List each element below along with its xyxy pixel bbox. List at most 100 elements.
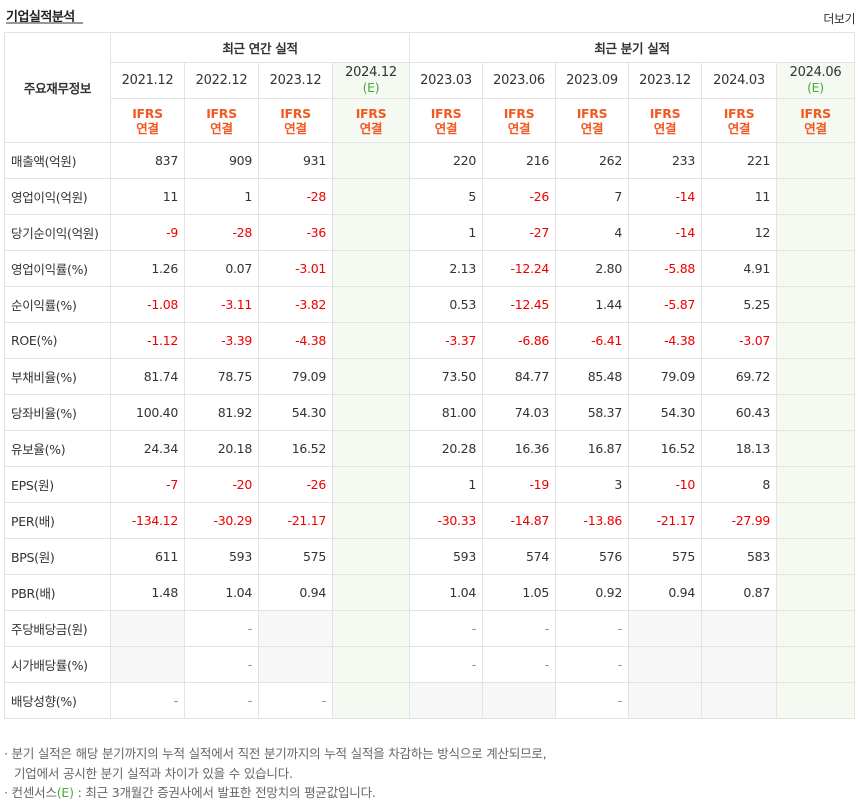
table-cell — [409, 682, 483, 719]
table-cell: 4.91 — [701, 250, 777, 287]
table-row: 유보율(%) 24.34 20.18 16.52 20.28 16.36 16.87 16.5… — [4, 430, 855, 467]
period-label: 2023.12 — [269, 73, 322, 88]
table-cell: 3 — [555, 466, 629, 503]
table-cell: -12.24 — [482, 250, 556, 287]
table-cell — [776, 394, 855, 431]
table-cell: -9 — [110, 214, 185, 251]
ifrs-header: IFRS 연결 — [628, 98, 702, 143]
period-header: 2023.06 — [482, 62, 556, 99]
table-cell: -30.33 — [409, 502, 483, 539]
table-cell — [776, 574, 855, 611]
period-header: 2024.12 (E) — [332, 62, 410, 99]
table-cell: 575 — [258, 538, 333, 575]
table-cell: 611 — [110, 538, 185, 575]
table-cell: 1.48 — [110, 574, 185, 611]
table-cell: 16.52 — [628, 430, 702, 467]
period-header: 2023.09 — [555, 62, 629, 99]
table-cell: 220 — [409, 142, 483, 179]
table-cell: -5.88 — [628, 250, 702, 287]
table-cell — [110, 646, 185, 683]
table-cell — [258, 646, 333, 683]
table-cell: 233 — [628, 142, 702, 179]
row-label: ROE(%) — [4, 322, 111, 359]
period-label: 2022.12 — [195, 73, 248, 88]
table-cell: 78.75 — [184, 358, 259, 395]
table-row: ROE(%) -1.12 -3.39 -4.38 -3.37 -6.86 -6.41 -4.3… — [4, 322, 855, 359]
ifrs-label: IFRS — [800, 105, 831, 121]
footnote-1-cont: 기업에서 공시한 분기 실적과 차이가 있을 수 있습니다. — [14, 765, 293, 781]
table-cell: 74.03 — [482, 394, 556, 431]
table-cell: -3.39 — [184, 322, 259, 359]
ifrs-label: IFRS — [576, 105, 608, 121]
table-cell: 4 — [555, 214, 629, 251]
table-cell: 576 — [555, 538, 629, 575]
table-cell: - — [184, 646, 259, 683]
table-row: 당좌비율(%) 100.40 81.92 54.30 81.00 74.03 58.37 54… — [4, 394, 855, 431]
table-row: 매출액(억원) 837 909 931 220 216 262 233 221 — [4, 142, 855, 179]
table-cell: - — [555, 610, 629, 647]
title-underline — [6, 22, 83, 24]
consolidated-label: 연결 — [653, 120, 677, 136]
table-row: PER(배) -134.12 -30.29 -21.17 -30.33 -14.87 -13… — [4, 502, 855, 539]
table-cell: 24.34 — [110, 430, 185, 467]
table-cell: 12 — [701, 214, 777, 251]
estimate-mark: (E) — [807, 80, 824, 95]
table-cell: 16.87 — [555, 430, 629, 467]
section-title: 기업실적분석 — [6, 10, 75, 25]
footnotes: · 분기 실적은 해당 분기까지의 누적 실적에서 직전 분기까지의 누적 실적… — [4, 744, 547, 803]
table-cell — [332, 250, 410, 287]
ifrs-header: IFRS 연결 — [776, 98, 855, 143]
table-cell: 5.25 — [701, 286, 777, 323]
table-cell: -26 — [258, 466, 333, 503]
table-cell: - — [184, 682, 259, 719]
row-label: EPS(원) — [4, 466, 111, 503]
table-cell: -1.12 — [110, 322, 185, 359]
ifrs-header: IFRS 연결 — [110, 98, 185, 143]
section-header: 기업실적분석 더보기 — [0, 0, 861, 30]
table-cell: -3.01 — [258, 250, 333, 287]
table-cell: - — [482, 646, 556, 683]
table-cell: -3.07 — [701, 322, 777, 359]
ifrs-label: IFRS — [132, 105, 163, 121]
table-cell: 0.07 — [184, 250, 259, 287]
table-cell — [628, 610, 702, 647]
table-cell — [776, 322, 855, 359]
table-cell — [332, 538, 410, 575]
table-cell: 79.09 — [628, 358, 702, 395]
table-cell: -7 — [110, 466, 185, 503]
table-row: 영업이익(억원) 11 1 -28 5 -26 7 -14 11 — [4, 178, 855, 215]
table-cell: -5.87 — [628, 286, 702, 323]
table-cell — [776, 646, 855, 683]
table-cell: 0.87 — [701, 574, 777, 611]
table-row: 주당배당금(원) - - - - — [4, 610, 855, 647]
table-cell — [332, 394, 410, 431]
period-label: 2024.03 — [713, 73, 765, 88]
table-cell: -20 — [184, 466, 259, 503]
table-cell — [776, 358, 855, 395]
table-cell: 1.04 — [184, 574, 259, 611]
table-cell: 593 — [409, 538, 483, 575]
table-cell: - — [409, 646, 483, 683]
consolidated-label: 연결 — [136, 120, 159, 136]
table-cell: 54.30 — [628, 394, 702, 431]
table-cell: -27 — [482, 214, 556, 251]
table-cell — [332, 358, 410, 395]
table-cell — [332, 286, 410, 323]
period-header: 2024.03 — [701, 62, 777, 99]
table-cell: 58.37 — [555, 394, 629, 431]
row-label: 영업이익률(%) — [4, 250, 111, 287]
annual-group-header: 최근 연간 실적 — [110, 32, 410, 63]
table-cell — [332, 142, 410, 179]
table-cell: 1 — [409, 466, 483, 503]
table-row: PBR(배) 1.48 1.04 0.94 1.04 1.05 0.92 0.94 0.87 — [4, 574, 855, 611]
table-row: 영업이익률(%) 1.26 0.07 -3.01 2.13 -12.24 2.80 -5.88… — [4, 250, 855, 287]
table-cell — [776, 466, 855, 503]
table-row: 당기순이익(억원) -9 -28 -36 1 -27 4 -14 12 — [4, 214, 855, 251]
row-label: 시가배당률(%) — [4, 646, 111, 683]
ifrs-label: IFRS — [723, 105, 755, 121]
more-link[interactable]: 더보기 — [823, 12, 855, 26]
table-cell: -21.17 — [258, 502, 333, 539]
period-label: 2021.12 — [121, 73, 174, 88]
table-cell: - — [555, 646, 629, 683]
table-cell: 216 — [482, 142, 556, 179]
